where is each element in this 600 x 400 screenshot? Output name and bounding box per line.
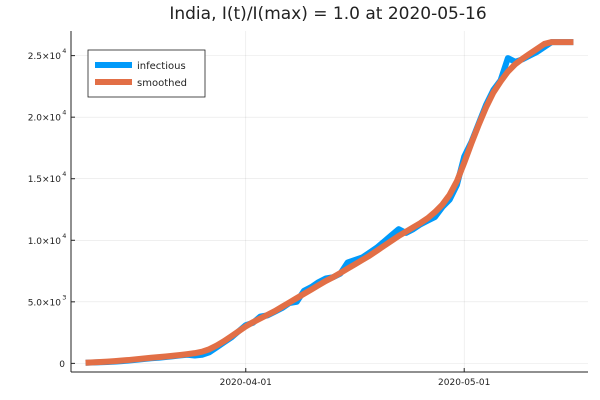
y-tick-label: 2.5×10	[28, 52, 62, 62]
y-tick-exponent: 3	[62, 293, 66, 301]
legend-box	[87, 49, 206, 98]
y-tick-exponent: 4	[62, 109, 66, 117]
legend: infectious smoothed	[87, 49, 206, 98]
y-tick-label: 1.5×10	[28, 175, 62, 185]
axes	[70, 31, 588, 373]
y-tick-label: 5.0×10	[28, 298, 62, 308]
series	[85, 39, 574, 366]
legend-label-infectious: infectious	[137, 61, 186, 72]
y-tick-label: 0	[59, 360, 65, 370]
y-tick-label: 1.0×10	[28, 237, 62, 247]
legend-label-smoothed: smoothed	[137, 78, 187, 89]
chart-title: India, I(t)/I(max) = 1.0 at 2020-05-16	[169, 4, 486, 24]
y-tick-exponent: 4	[62, 232, 66, 240]
y-tick-exponent: 4	[62, 47, 66, 55]
y-tick-label: 2.0×10	[28, 114, 62, 124]
axis-ticks: 05.0×1031.0×1041.5×1042.0×1042.5×1042020…	[28, 47, 491, 388]
y-tick-exponent: 4	[62, 170, 66, 178]
x-tick-label: 2020-05-01	[438, 378, 490, 388]
series-line-smoothed	[85, 39, 574, 366]
x-tick-label: 2020-04-01	[220, 378, 272, 388]
